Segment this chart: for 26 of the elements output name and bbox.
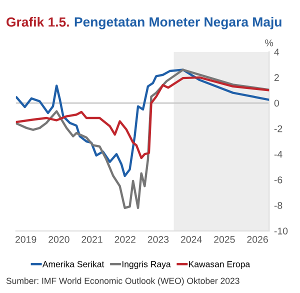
x-tick-label: 2026: [247, 236, 268, 243]
x-tick-label: 2024: [180, 236, 202, 243]
x-tick-label: 2020: [48, 236, 70, 243]
y-tick-label: -4: [274, 150, 282, 158]
y-tick-label: 2: [274, 74, 279, 81]
line-series: [16, 76, 270, 160]
legend-label: Kawasan Eropa: [189, 261, 250, 270]
y-tick-label: 0: [274, 100, 279, 107]
x-tick-label: 2022: [114, 236, 136, 243]
y-tick-label: -6: [274, 176, 282, 184]
y-tick-label: -2: [274, 125, 282, 132]
y-tick-label: -10: [274, 228, 288, 234]
x-tick-label: 2023: [148, 236, 169, 243]
y-tick-label: 4: [274, 48, 280, 56]
text: Sumber: IMF World Economic Outlook (WEO) Oktober 2023: [6, 278, 240, 286]
legend-label: Inggris Raya: [122, 260, 171, 270]
chart-subtitle: Pengetatan Moneter Negara Maju: [74, 16, 282, 30]
line-series: [16, 68, 270, 178]
y-tick-label: -8: [274, 202, 282, 209]
x-tick-label: 2021: [82, 236, 102, 243]
legend-label: Amerika Serikat: [42, 260, 104, 268]
x-tick-label: 2025: [214, 236, 235, 243]
x-tick-label: 2019: [16, 236, 36, 243]
y-axis-title: %: [265, 40, 274, 46]
line-series: [16, 68, 270, 209]
chart-title: Grafik 1.5.: [6, 17, 69, 27]
